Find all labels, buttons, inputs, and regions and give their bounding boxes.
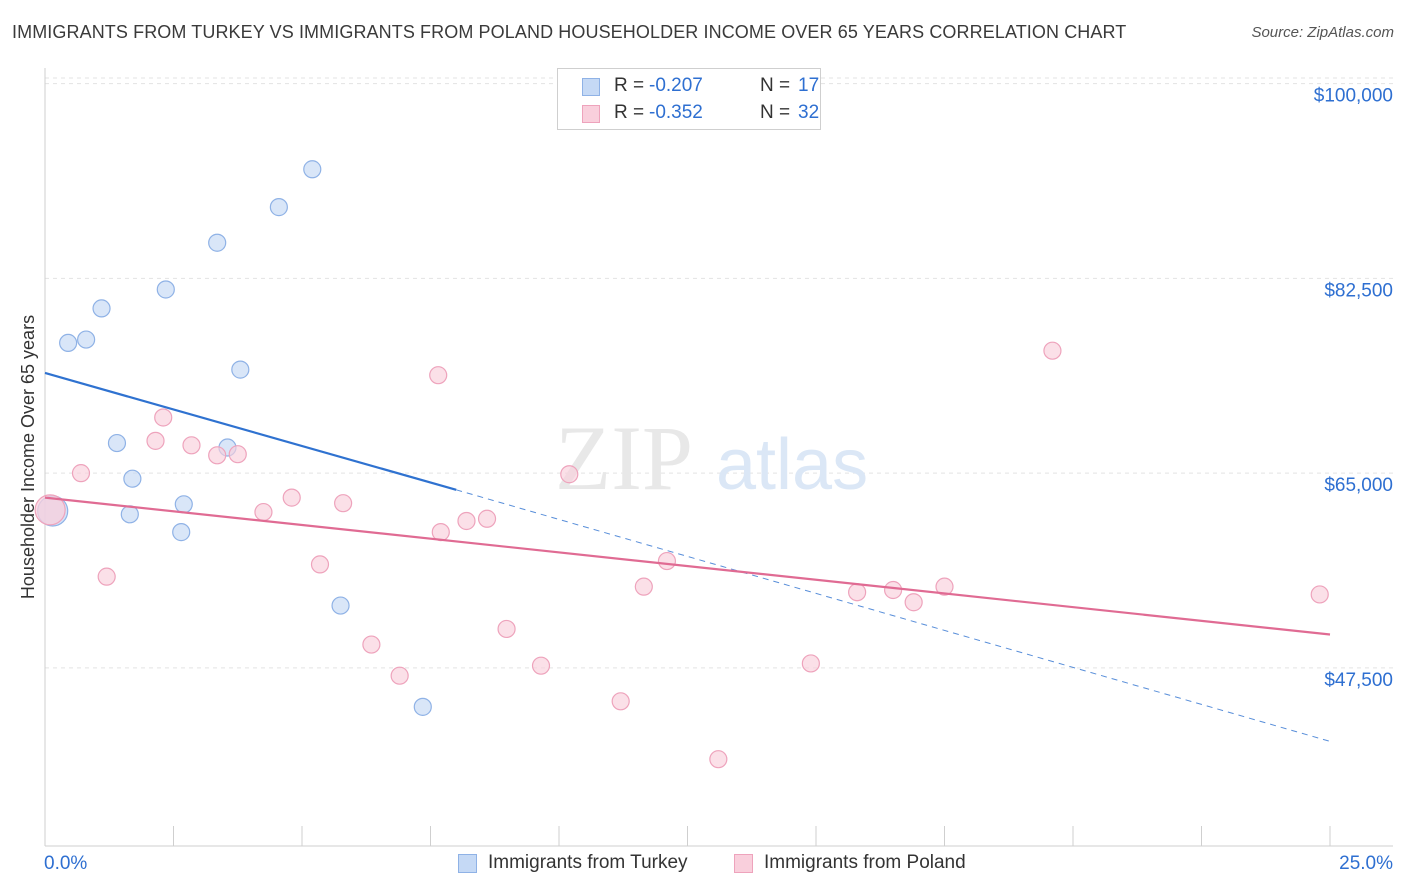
- poland-point: [71, 464, 91, 483]
- chart-title: IMMIGRANTS FROM TURKEY VS IMMIGRANTS FRO…: [12, 22, 1127, 42]
- y-axis-title: Householder Income Over 65 years: [18, 315, 38, 599]
- watermark-zip: ZIP: [555, 407, 693, 509]
- poland-point: [334, 494, 353, 513]
- correlation-legend: R = -0.207 N = 17 R = -0.352 N = 32: [557, 68, 821, 130]
- poland-point: [457, 511, 476, 531]
- turkey-point: [331, 596, 350, 615]
- poland-point: [34, 494, 66, 526]
- turkey-point: [92, 299, 111, 318]
- x-tick-label-left: 0.0%: [44, 853, 87, 874]
- chart-source: Source: ZipAtlas.com: [1251, 24, 1394, 41]
- poland-point: [709, 750, 728, 769]
- turkey-legend-swatch: [458, 854, 477, 873]
- poland-legend-label: Immigrants from Poland: [764, 852, 966, 873]
- poland-point: [497, 619, 516, 639]
- poland-n-label: N =: [760, 102, 791, 123]
- poland-point: [657, 551, 677, 571]
- turkey-trend-extension: [456, 489, 1331, 742]
- poland-point: [801, 654, 820, 673]
- turkey-point: [174, 495, 193, 514]
- poland-legend-swatch: [734, 854, 753, 873]
- poland-n-value: 32: [798, 102, 820, 123]
- poland-r-label: R =: [614, 102, 645, 123]
- x-tick-label-right: 25.0%: [1339, 853, 1393, 874]
- poland-point: [182, 436, 201, 455]
- poland-point: [904, 593, 923, 612]
- poland-point: [228, 445, 247, 464]
- poland-point: [208, 446, 227, 465]
- poland-point: [611, 692, 630, 711]
- turkey-point: [123, 469, 142, 488]
- poland-point: [560, 465, 579, 484]
- poland-trend-line: [44, 496, 1331, 636]
- poland-point: [146, 431, 165, 450]
- turkey-legend-label: Immigrants from Turkey: [488, 852, 688, 873]
- y-tick-label: $65,000: [1324, 475, 1393, 496]
- poland-point: [477, 509, 497, 528]
- poland-point: [254, 502, 273, 522]
- poland-point: [848, 583, 867, 602]
- poland-point: [429, 366, 448, 385]
- turkey-r-label: R =: [614, 75, 645, 96]
- turkey-point: [59, 333, 78, 353]
- poland-point: [310, 555, 330, 574]
- poland-point: [1310, 585, 1329, 604]
- turkey-point: [303, 160, 322, 179]
- poland-point: [282, 488, 301, 507]
- turkey-point: [208, 233, 227, 252]
- points-layer: [34, 160, 1329, 769]
- poland-point: [362, 635, 381, 654]
- turkey-point: [231, 360, 250, 379]
- y-tick-label: $82,500: [1324, 280, 1393, 301]
- turkey-n-label: N =: [760, 75, 791, 96]
- poland-point: [390, 666, 409, 685]
- axis-layer: [44, 68, 1393, 847]
- poland-r-value: -0.352: [649, 102, 703, 123]
- trend-layer: [44, 371, 1331, 742]
- watermark: ZIP atlas: [555, 407, 868, 509]
- turkey-point: [156, 280, 175, 299]
- poland-point: [1043, 341, 1062, 360]
- turkey-point: [269, 198, 288, 217]
- turkey-swatch: [582, 78, 600, 96]
- poland-swatch: [582, 105, 600, 123]
- turkey-point: [77, 330, 96, 349]
- poland-point: [97, 567, 116, 586]
- poland-point: [935, 577, 954, 596]
- turkey-n-value: 17: [798, 75, 820, 96]
- labels-layer: Householder Income Over 65 years $47,500…: [18, 86, 1393, 874]
- turkey-point: [172, 523, 191, 542]
- turkey-r-value: -0.207: [649, 75, 703, 96]
- poland-point: [531, 656, 551, 675]
- poland-point: [634, 577, 653, 596]
- turkey-point: [107, 433, 127, 453]
- poland-point: [883, 580, 903, 600]
- y-tick-label: $47,500: [1324, 670, 1393, 691]
- poland-point: [154, 408, 173, 427]
- turkey-point: [413, 697, 432, 716]
- watermark-atlas: atlas: [716, 425, 868, 505]
- y-tick-label: $100,000: [1314, 86, 1393, 107]
- turkey-trend-line: [44, 371, 457, 491]
